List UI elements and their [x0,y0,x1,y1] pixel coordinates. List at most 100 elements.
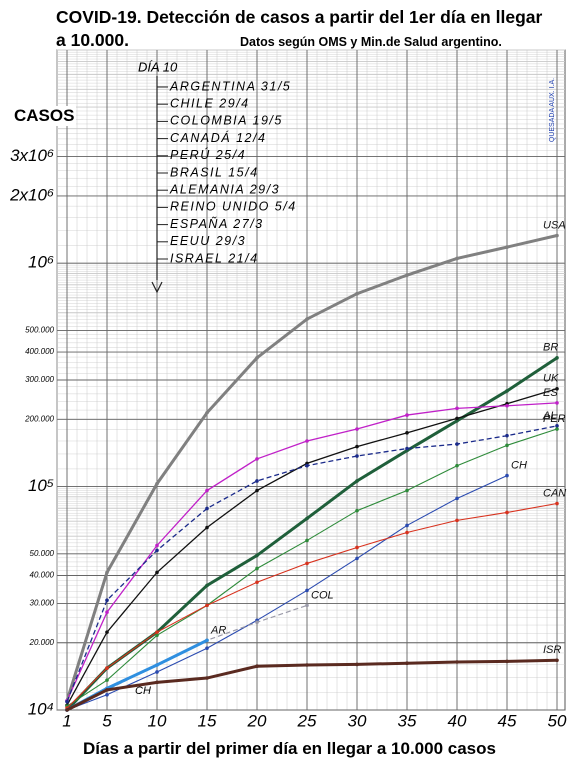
series-label: ISR [543,644,561,656]
data-point [355,508,359,513]
x-tick-label: 35 [398,711,417,730]
data-point [255,553,259,558]
x-tick-label: 40 [448,711,467,730]
data-point [105,570,109,575]
data-point [405,431,409,435]
y-tick-label: 2x10⁶ [9,185,54,204]
data-point [255,620,259,625]
note: EEUU 29/3 [170,234,246,248]
data-point [105,598,109,603]
data-point [205,506,209,511]
data-point [555,401,559,405]
data-point [305,538,309,543]
note: REINO UNIDO 5/4 [170,200,297,214]
data-point [155,630,159,634]
x-tick-label: 25 [297,711,317,730]
series-label: AR [210,624,226,636]
data-point [255,664,259,669]
data-point [505,245,509,249]
y-tick-label: 3x10⁶ [10,146,54,165]
data-point [555,233,559,238]
data-point [255,566,259,571]
series-label: CAN [543,487,566,499]
data-point [105,630,109,634]
data-point [455,406,459,411]
data-point [555,427,559,431]
data-point [155,570,159,575]
data-point [205,410,209,415]
data-point [455,660,459,664]
annotation: CH [135,685,151,697]
data-point [155,680,159,685]
data-point [155,481,159,486]
data-point [255,488,259,493]
data-point [555,356,559,360]
y-tick-label: 10⁵ [28,476,54,495]
x-tick-label: 5 [102,711,112,730]
data-point [305,317,309,321]
series-label: AL [542,410,556,422]
data-point [205,603,209,608]
data-point [355,427,359,431]
data-point [105,678,109,682]
data-point [505,433,509,438]
data-point [205,488,209,493]
data-point [355,291,359,296]
series-line [66,475,508,711]
data-point [455,463,459,468]
series-label: CH [511,460,527,472]
data-point [505,659,509,664]
note: ISRAEL 21/4 [170,251,259,265]
data-point [405,530,409,535]
y-tick-label: 40.000 [30,571,55,580]
data-point [405,446,409,451]
x-tick-label: 50 [548,711,567,730]
note: PERÚ 25/4 [170,147,246,162]
y-tick-label: 10⁶ [28,253,54,272]
data-point [105,610,109,615]
note: CANADÁ 12/4 [170,130,266,145]
data-point [255,580,259,585]
series-label: ES [543,387,558,399]
x-axis-label: Días a partir del primer día en llegar a… [83,739,496,758]
data-point [355,556,359,561]
note: ARGENTINA 31/5 [169,79,291,93]
data-point [305,603,309,608]
x-tick-label: 1 [62,711,71,730]
data-point [65,708,69,712]
data-point [155,548,159,553]
y-tick-label: 20.000 [29,638,55,647]
data-point [205,525,209,530]
data-point [105,688,109,692]
data-point [205,676,209,680]
data-point [305,463,309,468]
data-point [355,662,359,667]
data-point [305,663,309,667]
y-tick-label: 400.000 [25,347,54,356]
data-point [205,638,209,643]
data-point [405,413,409,417]
data-point [405,523,409,528]
x-tick-label: 10 [148,711,167,730]
data-point [105,692,109,697]
series-label: BR [543,342,558,354]
data-point [455,416,459,421]
data-point [555,501,559,506]
chart-title: COVID-19. Detección de casos a partir de… [56,7,543,50]
data-point [205,583,209,588]
data-point [65,699,69,704]
data-point [305,561,309,566]
y-tick-label: 300.000 [25,375,54,384]
series-label: USA [543,219,566,231]
note: ESPAÑA 27/3 [170,217,264,231]
data-point [255,479,259,483]
data-point [355,479,359,483]
y-axis-label: CASOS [12,106,77,126]
series-label: UK [543,373,559,385]
notes-arrow [151,281,163,294]
data-point [455,496,459,501]
data-point [305,516,309,521]
notes-header: DÍA 10 [138,59,178,74]
data-point [505,473,509,478]
